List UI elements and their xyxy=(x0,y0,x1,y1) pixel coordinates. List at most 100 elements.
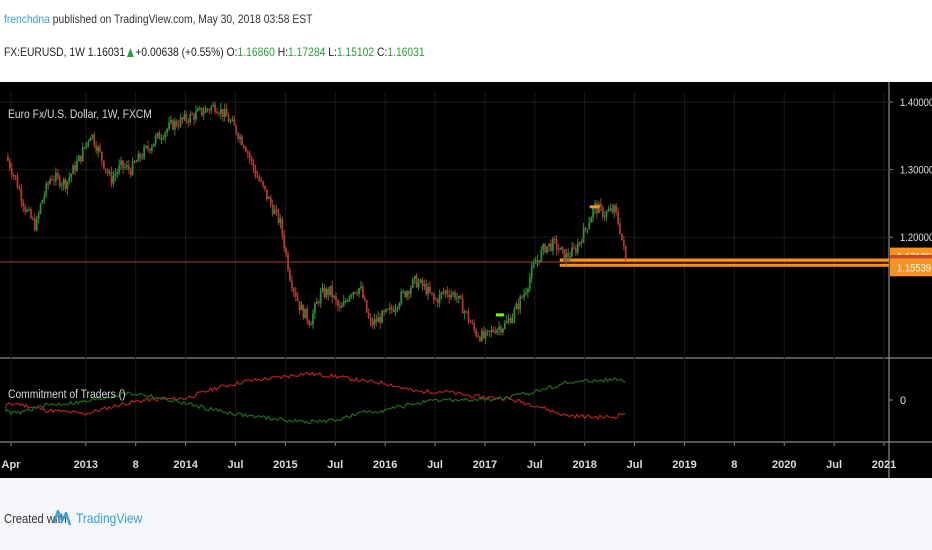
candle-body xyxy=(513,309,516,318)
candle-body xyxy=(327,288,330,295)
candle-body xyxy=(89,137,92,142)
candle-body xyxy=(125,165,128,168)
candle-body xyxy=(312,313,314,325)
candle-body xyxy=(532,263,535,268)
open-value: 1.16860 xyxy=(237,45,275,59)
candle-body xyxy=(219,108,222,115)
candle-body xyxy=(429,286,431,293)
candle-body xyxy=(254,168,257,177)
x-tick-label: 2015 xyxy=(273,459,297,471)
candle-body xyxy=(31,218,34,220)
candle-body xyxy=(398,303,401,308)
candle-body xyxy=(444,290,447,293)
x-tick-label: Jul xyxy=(228,459,244,471)
candle-body xyxy=(457,295,460,299)
candle-body xyxy=(509,318,512,323)
author-link[interactable]: frenchdna xyxy=(4,12,50,26)
candle-body xyxy=(7,156,9,161)
candle-body xyxy=(423,284,426,286)
candle-body xyxy=(16,176,19,188)
candle-body xyxy=(183,113,186,120)
candle-body xyxy=(39,203,42,214)
green-marker xyxy=(495,313,504,317)
candle-body xyxy=(237,133,240,140)
candle-body xyxy=(145,146,147,148)
candle-body xyxy=(567,253,570,257)
candle-body xyxy=(149,148,151,151)
candle-body xyxy=(342,300,345,307)
candle-body xyxy=(511,317,514,323)
candle-body xyxy=(386,309,389,311)
candle-body xyxy=(550,243,552,251)
candle-body xyxy=(172,120,174,130)
candle-body xyxy=(402,291,405,293)
candle-body xyxy=(54,172,57,181)
candles xyxy=(7,101,627,344)
cot-series xyxy=(5,371,626,425)
candle-body xyxy=(37,213,40,219)
candle-body xyxy=(427,286,430,295)
candle-body xyxy=(352,292,355,295)
candle-body xyxy=(317,301,320,304)
candle-body xyxy=(383,311,385,313)
high-value: 1.17284 xyxy=(288,45,326,59)
candle-body xyxy=(432,294,435,299)
candle-body xyxy=(210,106,213,111)
cot-series-line xyxy=(5,377,626,425)
horizontal-levels xyxy=(0,258,889,267)
x-tick-label: 2020 xyxy=(772,459,796,471)
candle-body xyxy=(526,288,529,293)
candle-body xyxy=(546,246,548,253)
candle-body xyxy=(375,319,378,323)
x-tick-label: Apr xyxy=(2,459,22,471)
candle-body xyxy=(494,331,497,334)
candle-body xyxy=(235,125,238,134)
x-tick-label: 2016 xyxy=(373,459,397,471)
candle-body xyxy=(227,116,230,123)
x-tick-label: 8 xyxy=(731,459,737,471)
cot-series-line xyxy=(5,371,626,421)
x-tick-label: 2019 xyxy=(672,459,696,471)
y-tick-label: 1.20000 xyxy=(900,233,932,245)
candle-body xyxy=(154,136,157,144)
candle-body xyxy=(104,168,107,171)
candle-body xyxy=(266,189,268,200)
candle-body xyxy=(271,204,274,214)
tradingview-brand[interactable]: TradingView xyxy=(76,510,143,526)
candle-body xyxy=(548,243,550,247)
chart-area[interactable]: Apr 2013 8 2014 Jul 2015 Jul 2016 Jul 2017 Jul 2018… xyxy=(0,82,932,478)
candle-body xyxy=(233,119,236,126)
tradingview-logo-icon[interactable] xyxy=(53,507,73,529)
candle-body xyxy=(590,217,593,223)
candle-body xyxy=(175,121,178,126)
candle-body xyxy=(216,111,218,114)
x-tick-label: 2018 xyxy=(572,459,596,471)
candle-body xyxy=(580,242,583,244)
candle-body xyxy=(244,147,247,152)
candle-body xyxy=(431,292,433,295)
candle-body xyxy=(275,209,278,211)
candle-body xyxy=(189,113,192,123)
candle-body xyxy=(436,299,439,303)
candle-body xyxy=(221,108,224,117)
up-arrow-icon xyxy=(126,48,134,57)
candle-body xyxy=(573,247,575,249)
candle-body xyxy=(285,248,288,254)
candle-body xyxy=(536,260,539,263)
candle-body xyxy=(133,161,136,163)
candle-body xyxy=(101,151,103,161)
candle-body xyxy=(131,161,134,176)
candle-body xyxy=(147,146,149,149)
candle-body xyxy=(185,113,188,121)
candle-body xyxy=(450,294,453,298)
candle-body xyxy=(565,253,568,262)
candle-body xyxy=(14,175,17,177)
chart-svg[interactable]: Apr 2013 8 2014 Jul 2015 Jul 2016 Jul 2017 Jul 2018… xyxy=(0,82,932,478)
candle-body xyxy=(24,206,27,212)
candle-body xyxy=(8,160,11,169)
low-label: L: xyxy=(328,45,337,59)
candle-body xyxy=(308,320,311,325)
candle-body xyxy=(480,330,483,341)
candle-body xyxy=(225,108,228,117)
grid xyxy=(0,82,932,478)
